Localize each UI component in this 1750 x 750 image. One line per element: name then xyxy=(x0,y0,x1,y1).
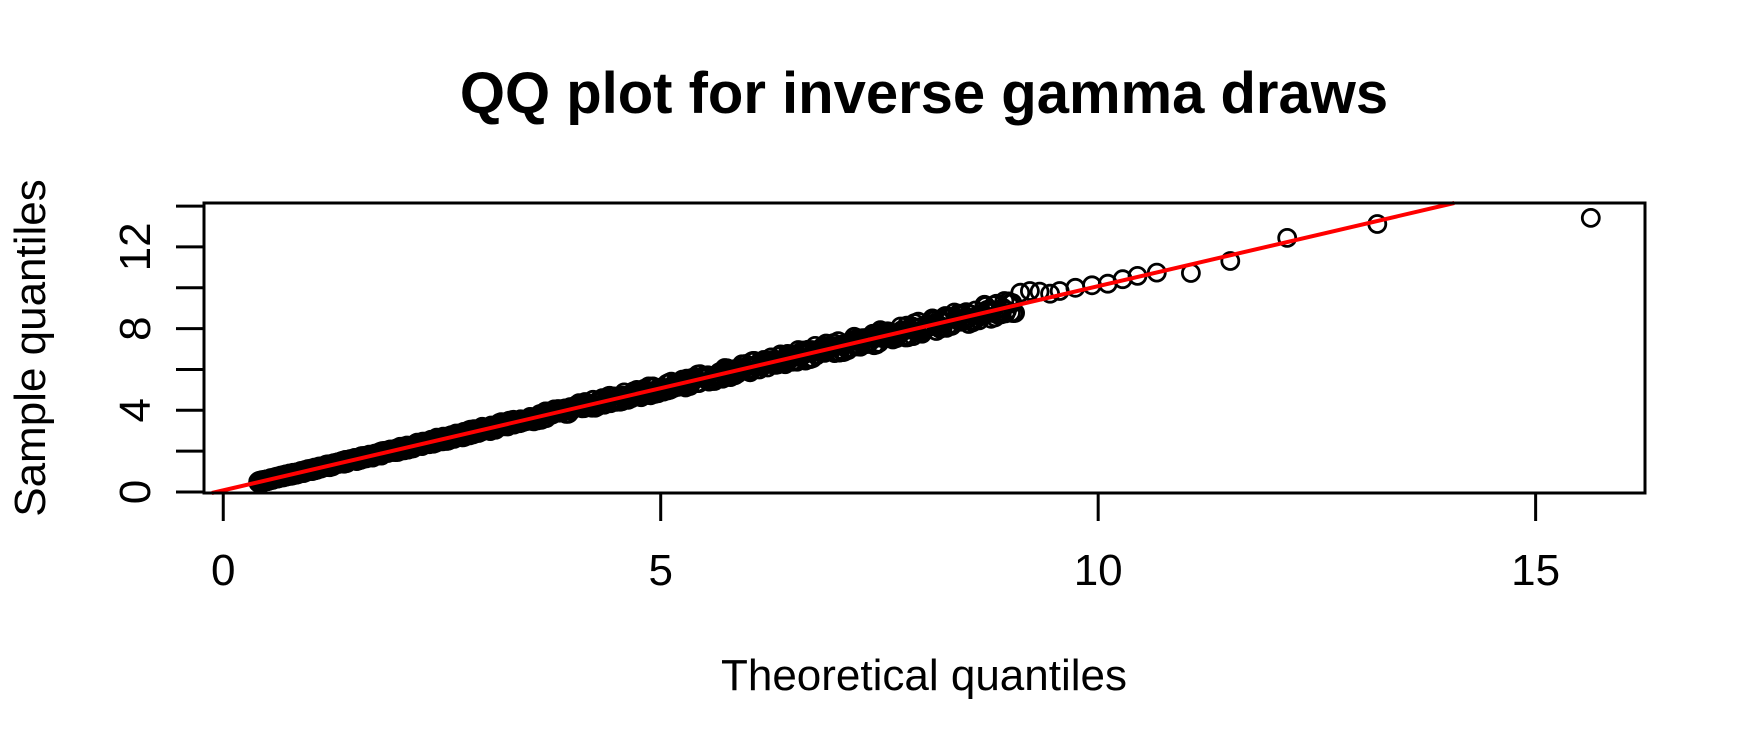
chart-title: QQ plot for inverse gamma draws xyxy=(460,61,1388,126)
reference-line xyxy=(211,201,1455,495)
y-axis-tick-labels: 0 4 8 12 xyxy=(111,222,160,504)
data-points xyxy=(248,207,1601,493)
data-point xyxy=(1277,227,1298,248)
x-tick-label: 0 xyxy=(211,546,235,595)
x-axis-label: Theoretical quantiles xyxy=(721,651,1127,700)
x-tick-label: 15 xyxy=(1511,546,1560,595)
data-point xyxy=(1580,207,1601,228)
data-point xyxy=(1220,251,1241,271)
x-tick-label: 10 xyxy=(1074,546,1123,595)
y-tick-label: 4 xyxy=(111,398,160,422)
x-axis-ticks xyxy=(221,493,1538,521)
y-tick-label: 8 xyxy=(111,316,160,340)
y-axis-ticks xyxy=(176,204,204,494)
x-tick-label: 5 xyxy=(648,546,672,595)
y-tick-label: 0 xyxy=(111,480,160,504)
x-axis-tick-labels: 0 5 10 15 xyxy=(211,546,1560,595)
y-axis-label: Sample quantiles xyxy=(6,179,55,517)
data-point xyxy=(1010,282,1031,303)
y-tick-label: 12 xyxy=(111,222,160,271)
data-point xyxy=(1020,281,1040,301)
plot-box xyxy=(202,201,1647,495)
